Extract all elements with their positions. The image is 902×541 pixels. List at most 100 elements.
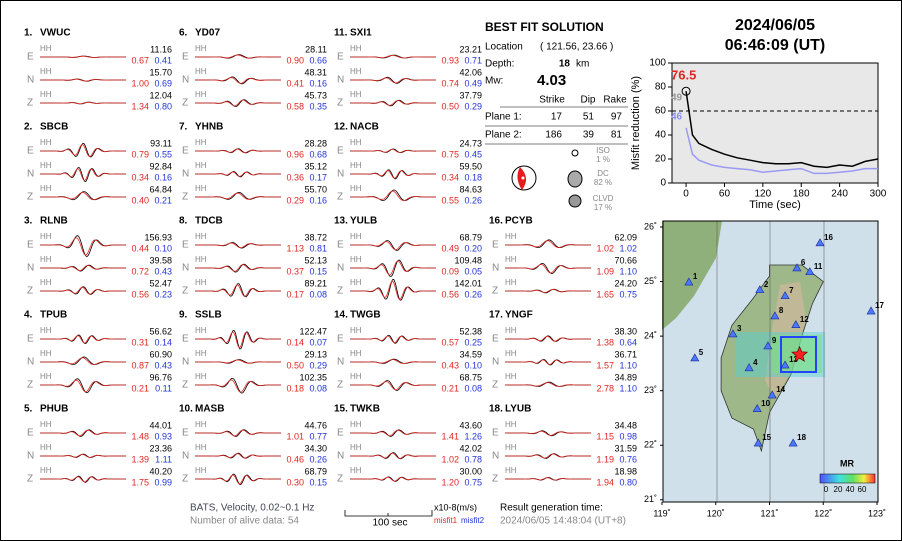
amplitude: 52.38 [459, 326, 482, 336]
misfit1: 1.38 [596, 337, 614, 347]
misfit1: 0.34 [131, 172, 149, 182]
station-name: TDCB [195, 216, 223, 227]
station-label: 9 [772, 336, 777, 345]
station-name: PHUB [40, 404, 68, 415]
synthetic-wave [195, 429, 281, 437]
synthetic-wave [350, 148, 436, 153]
label: Mw: [485, 76, 503, 87]
station-label: 4 [753, 358, 758, 367]
component: N [27, 169, 34, 180]
synthetic-wave [350, 476, 436, 482]
station-num: 14. [334, 310, 348, 321]
amplitude: 56.62 [149, 326, 172, 336]
hh: HH [350, 420, 362, 429]
station-label: 2 [764, 280, 769, 289]
x-tick-label: 180 [793, 189, 810, 200]
misfit1: 0.37 [286, 266, 304, 276]
component: E [182, 334, 189, 345]
misfit2: 0.69 [154, 78, 172, 88]
hh: HH [195, 278, 207, 287]
misfit1: 0.43 [441, 360, 459, 370]
epicenter [791, 345, 809, 362]
hh: HH [195, 138, 207, 147]
station-label: 16 [824, 233, 833, 242]
synthetic-wave [350, 381, 436, 391]
colorbar-tick: 0 [824, 485, 829, 494]
hh: HH [40, 90, 52, 99]
rake: 81 [611, 130, 623, 141]
x-tick-label: 60 [719, 189, 731, 200]
component: N [182, 169, 189, 180]
station-name: LYUB [505, 404, 531, 415]
misfit2: 0.11 [155, 383, 172, 393]
amplitude: 35.12 [304, 161, 327, 171]
component: Z [27, 474, 33, 485]
misfit1: 0.50 [286, 360, 304, 370]
hh: HH [40, 420, 52, 429]
misfit1: 0.58 [286, 101, 304, 111]
station-marker [744, 363, 754, 372]
station-marker [792, 263, 802, 272]
hh: HH [505, 420, 517, 429]
misfit1: 1.57 [596, 360, 614, 370]
misfit2: 0.99 [154, 477, 172, 487]
synthetic-wave [195, 453, 281, 459]
synthetic-wave [40, 168, 126, 181]
clvd-icon [568, 194, 582, 208]
station-label: 3 [737, 324, 742, 333]
component: N [182, 451, 189, 462]
station-marker [728, 329, 738, 338]
y-tick-label: 21˚ [644, 494, 657, 504]
amplitude: 31.59 [614, 443, 637, 453]
amplitude: 93.11 [150, 138, 172, 148]
misfit2: 0.76 [619, 454, 637, 464]
hh: HH [350, 255, 362, 264]
station-name: TPUB [40, 310, 67, 321]
misfit1: 1.94 [596, 477, 614, 487]
amplitude: 109.48 [454, 255, 482, 265]
date: 2024/06/05 [735, 17, 815, 34]
component: Z [182, 192, 188, 203]
station-name: SXI1 [350, 28, 372, 39]
misfit1: 0.56 [441, 289, 459, 299]
synthetic-wave [40, 286, 126, 295]
misfit-line [685, 127, 878, 175]
component: E [27, 334, 34, 345]
label: Depth: [485, 59, 514, 70]
misfit2: 0.77 [309, 431, 327, 441]
station-label: 17 [875, 301, 884, 310]
synthetic-wave [195, 148, 281, 154]
misfit2: 0.43 [154, 360, 172, 370]
component: Z [337, 286, 343, 297]
misfit2: 0.08 [464, 383, 482, 393]
station-name: VWUC [40, 28, 71, 39]
strike: 17 [551, 112, 563, 123]
synthetic-wave [505, 359, 591, 365]
amplitude: 59.50 [459, 161, 482, 171]
clvd: CLVD [593, 194, 614, 203]
map-background [662, 220, 879, 503]
station-num: 5. [24, 404, 33, 415]
misfit1: 0.44 [131, 243, 149, 253]
station-name: YULB [350, 216, 377, 227]
solution: BEST FIT SOLUTION Location ( 121.56, 23.… [485, 20, 628, 212]
component: E [492, 240, 499, 251]
y-tick-label: 20 [655, 154, 667, 165]
amplitude: 68.79 [459, 232, 482, 242]
misfit2: 0.26 [464, 195, 482, 205]
alive: Number of alive data: 54 [190, 516, 299, 527]
magnitude: 4.03 [537, 72, 566, 89]
component: E [337, 334, 344, 345]
station-marker [755, 285, 765, 294]
misfit2: 1.11 [155, 454, 172, 464]
misfit2: 0.80 [619, 477, 637, 487]
misfit1: 1.34 [131, 101, 149, 111]
amplitude: 12.04 [149, 90, 172, 100]
hh: HH [40, 138, 52, 147]
misfit2: 0.16 [309, 195, 327, 205]
amplitude: 34.89 [614, 372, 637, 382]
misfit1: 1.19 [596, 454, 614, 464]
best-marker [681, 86, 691, 96]
station-name: TWKB [350, 404, 380, 415]
hh: HH [350, 326, 362, 335]
